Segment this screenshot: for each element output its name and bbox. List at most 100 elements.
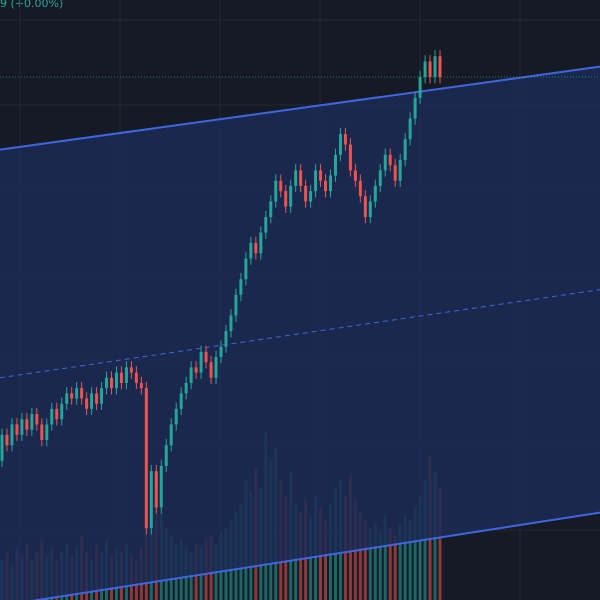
candle-body — [25, 419, 29, 430]
candle-body — [164, 445, 168, 466]
candle-body — [55, 408, 59, 420]
candles — [0, 50, 442, 535]
candle-body — [254, 242, 258, 254]
candle-body — [274, 180, 278, 202]
candle-body — [219, 346, 223, 358]
candle-body — [299, 170, 303, 186]
candle-body — [169, 424, 173, 446]
candle-body — [378, 170, 382, 186]
volume-bar — [388, 528, 392, 600]
candle-body — [368, 201, 372, 218]
volume-bar — [324, 520, 328, 600]
candle-body — [129, 367, 133, 373]
candle-body — [105, 377, 109, 389]
candle-body — [40, 424, 44, 440]
candle-body — [289, 185, 293, 207]
candle-body — [209, 362, 213, 378]
channel-median-line[interactable] — [0, 289, 600, 379]
candle-body — [134, 372, 138, 383]
volume-bar — [403, 516, 407, 600]
volume-bar — [368, 528, 372, 600]
volume-bar — [383, 516, 387, 600]
candle-body — [418, 77, 422, 98]
volume-bar — [358, 512, 362, 600]
channel-upper-line[interactable] — [0, 65, 600, 151]
candle-body — [194, 367, 198, 373]
candle-body — [204, 351, 208, 363]
candle-body — [393, 165, 397, 181]
candle-body — [264, 217, 268, 233]
candle-body — [363, 196, 367, 218]
candle-body — [358, 180, 362, 197]
channel-fill — [0, 66, 600, 600]
volume-bar — [398, 524, 402, 600]
candle-body — [179, 393, 183, 409]
candle-body — [348, 144, 352, 171]
candle-body — [114, 372, 118, 389]
candle-body — [20, 419, 24, 435]
candle-body — [269, 201, 273, 218]
candle-body — [388, 154, 392, 166]
candle-body — [229, 315, 233, 332]
candle-body — [199, 351, 203, 373]
candle-body — [438, 56, 442, 78]
candle-body — [189, 367, 193, 383]
candle-body — [159, 465, 163, 508]
candle-body — [403, 139, 407, 160]
candle-body — [149, 471, 153, 529]
candle-body — [284, 191, 288, 207]
candle-body — [343, 134, 347, 145]
candle-body — [304, 185, 308, 202]
candle-body — [333, 154, 337, 176]
candle-body — [60, 403, 64, 420]
candle-body — [309, 191, 313, 202]
candle-body — [244, 258, 248, 280]
candle-body — [428, 61, 432, 78]
candle-body — [338, 134, 342, 155]
candle-body — [85, 398, 89, 409]
candle-body — [239, 279, 243, 295]
candle-body — [95, 393, 99, 404]
candle-body — [154, 471, 158, 508]
candle-body — [65, 393, 69, 404]
volume-bar — [438, 488, 442, 600]
candle-body — [10, 424, 14, 446]
candle-body — [35, 414, 39, 425]
candle-body — [45, 424, 49, 440]
volume-bar — [418, 496, 422, 600]
candle-body — [50, 408, 54, 425]
candle-body — [119, 372, 123, 383]
candle-body — [423, 61, 427, 78]
candle-body — [30, 414, 34, 430]
candle-body — [324, 180, 328, 192]
volume-bar — [378, 532, 382, 600]
candle-body — [319, 170, 323, 181]
candle-body — [294, 170, 298, 186]
candle-body — [110, 377, 113, 389]
candle-body — [373, 185, 377, 202]
candle-body — [314, 170, 318, 192]
volume-bar — [408, 520, 412, 600]
candle-body — [398, 160, 402, 181]
candle-body — [184, 382, 188, 394]
candle-body — [100, 388, 104, 404]
candle-body — [15, 424, 19, 435]
candle-body — [259, 232, 263, 254]
volume-bar — [373, 524, 377, 600]
candle-body — [408, 118, 412, 140]
candle-body — [144, 388, 148, 529]
candle-body — [174, 408, 178, 425]
candle-body — [5, 434, 9, 446]
volume-bar — [413, 508, 417, 600]
candle-body — [234, 294, 238, 316]
volume-bar — [363, 520, 367, 600]
candle-body — [70, 393, 74, 399]
price-change-label: 9 (+0.00%) — [0, 0, 64, 10]
candle-body — [224, 331, 228, 347]
channel-lower-line[interactable] — [0, 511, 600, 600]
candle-body — [433, 56, 437, 78]
candle-body — [353, 170, 357, 181]
candle-body — [214, 357, 218, 378]
candle-body — [249, 242, 253, 259]
